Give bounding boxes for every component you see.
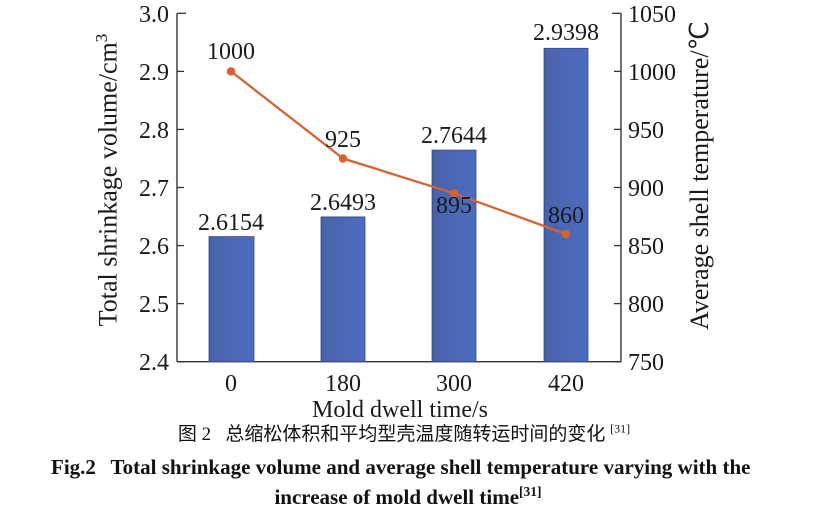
svg-text:0: 0 — [225, 371, 237, 397]
svg-text:1000: 1000 — [628, 60, 676, 86]
svg-text:1050: 1050 — [628, 2, 676, 28]
svg-text:2.9398: 2.9398 — [533, 20, 599, 46]
svg-text:950: 950 — [628, 118, 664, 144]
svg-text:900: 900 — [628, 176, 664, 202]
svg-text:2.7644: 2.7644 — [421, 123, 487, 149]
svg-text:300: 300 — [436, 371, 472, 397]
svg-text:850: 850 — [628, 234, 664, 260]
svg-text:420: 420 — [548, 371, 584, 397]
svg-text:2.5: 2.5 — [139, 292, 169, 318]
svg-text:2.6154: 2.6154 — [198, 210, 264, 236]
svg-text:3.0: 3.0 — [139, 2, 169, 28]
svg-text:2.7: 2.7 — [139, 176, 169, 202]
svg-text:895: 895 — [436, 193, 472, 219]
svg-text:925: 925 — [325, 127, 361, 153]
svg-text:180: 180 — [325, 371, 361, 397]
svg-text:2.9: 2.9 — [139, 60, 169, 86]
svg-text:1000: 1000 — [207, 39, 255, 65]
svg-text:2.8: 2.8 — [139, 118, 169, 144]
svg-text:2.4: 2.4 — [139, 350, 169, 376]
svg-text:750: 750 — [628, 350, 664, 376]
svg-text:860: 860 — [548, 203, 584, 229]
svg-text:2.6493: 2.6493 — [310, 190, 376, 216]
svg-text:2.6: 2.6 — [139, 234, 169, 260]
svg-text:800: 800 — [628, 292, 664, 318]
